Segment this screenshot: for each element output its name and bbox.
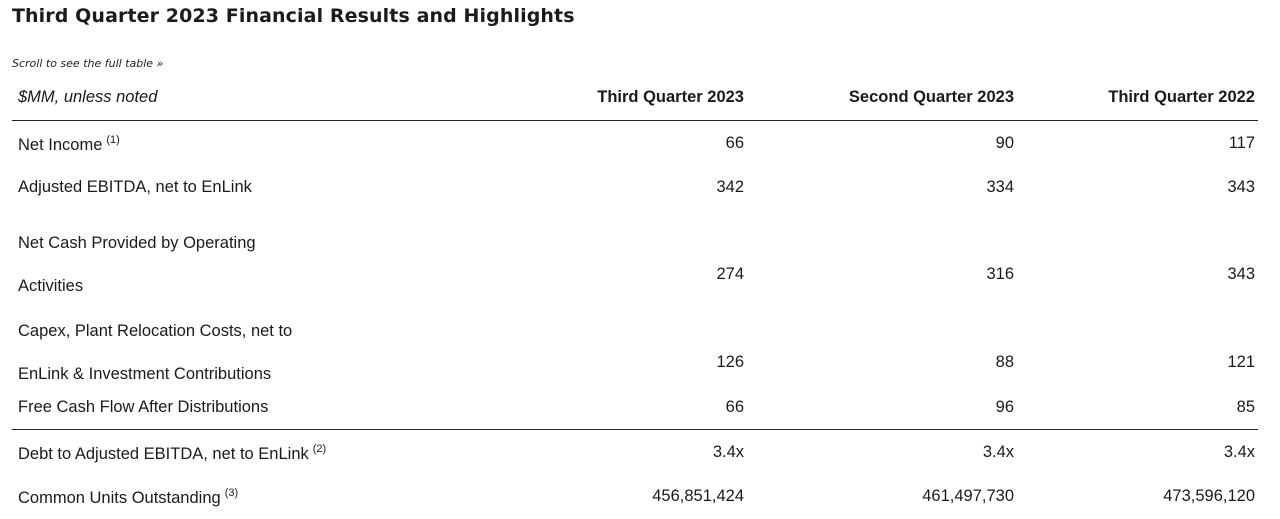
cell-q3-2023: 126: [716, 353, 744, 371]
cell-q2-2023: 88: [995, 353, 1014, 371]
cell-q2-2023: 96: [995, 398, 1014, 416]
column-header-q3-2022: Third Quarter 2022: [1108, 88, 1255, 106]
cell-q3-2022: 121: [1227, 353, 1255, 371]
table-row: Common Units Outstanding (3) 456,851,424 …: [12, 474, 1258, 518]
row-label-text: Debt to Adjusted EBITDA, net to EnLink: [18, 445, 309, 463]
cell-q3-2023: 456,851,424: [652, 487, 744, 505]
row-label: Net Cash Provided by Operating Activitie…: [18, 234, 256, 295]
table-row: Net Income (1) 66 90 117: [12, 121, 1258, 165]
table-row: Debt to Adjusted EBITDA, net to EnLink (2…: [12, 430, 1258, 474]
row-label: Free Cash Flow After Distributions: [18, 398, 269, 416]
footnote-marker: (3): [224, 487, 239, 499]
row-label-text: Common Units Outstanding: [18, 489, 221, 507]
row-label: Common Units Outstanding (3): [18, 487, 238, 508]
cell-q3-2023: 274: [716, 265, 744, 283]
cell-q3-2023: 3.4x: [712, 443, 744, 461]
footnote-marker: (1): [106, 134, 120, 146]
column-header-units: $MM, unless noted: [18, 88, 158, 106]
row-label: Debt to Adjusted EBITDA, net to EnLink (2…: [18, 443, 326, 464]
financial-results-table: $MM, unless noted Third Quarter 2023 Sec…: [12, 78, 1258, 518]
cell-q3-2023: 66: [725, 398, 744, 416]
scroll-hint[interactable]: Scroll to see the full table »: [12, 57, 164, 70]
row-label: Net Income (1): [18, 134, 120, 155]
cell-q3-2022: 343: [1227, 178, 1255, 196]
table-row: Free Cash Flow After Distributions 66 96…: [12, 385, 1258, 430]
cell-q2-2023: 334: [986, 178, 1014, 196]
cell-q3-2022: 3.4x: [1223, 443, 1255, 461]
cell-q3-2022: 85: [1236, 398, 1255, 416]
cell-q3-2023: 342: [716, 178, 744, 196]
column-header-q3-2023: Third Quarter 2023: [597, 88, 744, 106]
cell-q2-2023: 3.4x: [982, 443, 1014, 461]
cell-q3-2022: 117: [1228, 134, 1255, 152]
table-header-row: $MM, unless noted Third Quarter 2023 Sec…: [12, 78, 1258, 121]
cell-q3-2023: 66: [725, 134, 744, 152]
cell-q2-2023: 90: [995, 134, 1014, 152]
row-label: Adjusted EBITDA, net to EnLink: [18, 178, 252, 196]
table-row: Net Cash Provided by Operating Activitie…: [12, 209, 1258, 297]
page-title: Third Quarter 2023 Financial Results and…: [12, 5, 575, 27]
table-row: Capex, Plant Relocation Costs, net to En…: [12, 297, 1258, 385]
cell-q3-2022: 343: [1227, 265, 1255, 283]
row-label-text: Net Income: [18, 136, 103, 154]
cell-q2-2023: 316: [986, 265, 1014, 283]
cell-q3-2022: 473,596,120: [1163, 487, 1255, 505]
footnote-marker: (2): [312, 443, 327, 455]
row-label: Capex, Plant Relocation Costs, net to En…: [18, 322, 293, 383]
table-row: Adjusted EBITDA, net to EnLink 342 334 3…: [12, 165, 1258, 209]
cell-q2-2023: 461,497,730: [922, 487, 1014, 505]
column-header-q2-2023: Second Quarter 2023: [848, 88, 1014, 106]
